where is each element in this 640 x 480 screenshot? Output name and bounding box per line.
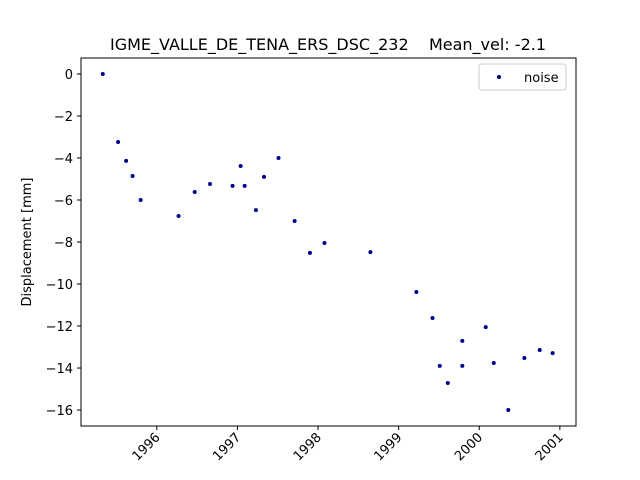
point (522, 355, 527, 360)
point (176, 213, 181, 218)
point (262, 174, 267, 179)
point (368, 250, 373, 255)
point (100, 71, 105, 76)
legend-marker (497, 75, 501, 79)
point (124, 158, 129, 163)
axes-frame (80, 57, 577, 427)
x-tick-label: 1998 (291, 430, 325, 464)
y-tick-label: −12 (46, 320, 73, 335)
point (292, 218, 297, 223)
y-tick-label: −6 (54, 194, 73, 209)
point (537, 347, 542, 352)
point (276, 155, 281, 160)
point (460, 363, 465, 368)
point (445, 380, 450, 385)
point (430, 316, 435, 321)
point (130, 174, 135, 179)
point (230, 183, 235, 188)
point (307, 250, 312, 255)
point (238, 163, 243, 168)
point (414, 289, 419, 294)
point (506, 408, 511, 413)
y-axis-label: Displacement [mm] (20, 178, 35, 307)
chart-title: IGME_VALLE_DE_TENA_ERS_DSC_232 Mean_vel:… (110, 35, 546, 55)
x-tick-label: 1999 (371, 430, 405, 464)
point (253, 208, 258, 213)
point (550, 351, 555, 356)
x-tick-label: 2000 (452, 430, 486, 464)
point (242, 183, 247, 188)
y-tick-label: −14 (46, 362, 73, 377)
point (491, 360, 496, 365)
y-tick-label: 0 (65, 68, 73, 83)
x-tick-label: 1996 (130, 430, 164, 464)
point (138, 197, 143, 202)
point (322, 241, 327, 246)
point (483, 325, 488, 330)
legend-box (478, 63, 567, 91)
y-tick-label: −8 (54, 236, 73, 251)
y-tick-label: −4 (54, 152, 73, 167)
y-tick-label: −16 (46, 404, 73, 419)
point (116, 140, 121, 145)
y-tick-label: −10 (46, 278, 73, 293)
x-tick-label: 2001 (533, 430, 567, 464)
y-tick-label: −2 (54, 110, 73, 125)
point (437, 363, 442, 368)
legend-label: noise (524, 71, 559, 86)
point (460, 338, 465, 343)
x-tick-label: 1997 (210, 430, 244, 464)
point (192, 190, 197, 195)
point (207, 182, 212, 187)
